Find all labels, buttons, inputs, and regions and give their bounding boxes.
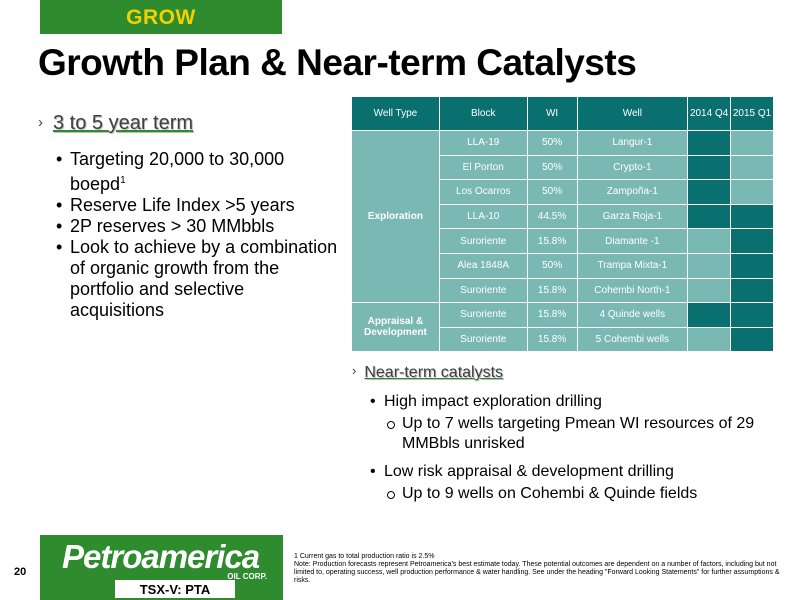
wi-cell: 50%: [526, 179, 578, 205]
page-number: 20: [14, 566, 27, 578]
block-cell: Suroriente: [438, 326, 528, 353]
wi-cell: 15.8%: [526, 228, 578, 254]
wi-cell: 50%: [526, 154, 578, 181]
timeline-cell-q4: [687, 326, 732, 353]
catalysts-heading: › Near-term catalysts: [352, 363, 792, 382]
table-row: Suroriente 15.8% 5 Cohembi wells: [352, 326, 774, 353]
block-cell: LLA-19: [438, 130, 528, 156]
well-cell: 5 Cohembi wells: [576, 326, 689, 353]
table-header-row: Well Type Block WI Well 2014 Q4 2015 Q1: [351, 96, 774, 131]
list-item: 2P reserves > 30 MMbbls: [56, 216, 338, 237]
sub-list: Up to 7 wells targeting Pmean WI resourc…: [384, 414, 792, 454]
col-header: Well Type: [351, 96, 440, 131]
timeline-cell-q4: [687, 302, 732, 328]
catalysts-list: High impact exploration drilling Up to 7…: [352, 392, 792, 504]
timeline-cell-q1: [730, 203, 774, 230]
table-row: LLA-10 44.5% Garza Roja-1: [352, 203, 774, 230]
slide-title: Growth Plan & Near-term Catalysts: [38, 42, 637, 83]
timeline-cell-q4: [687, 277, 732, 304]
block-cell: Alea 1848A: [438, 252, 528, 279]
table-row: Appraisal & Development Suroriente 15.8% 4 …: [351, 302, 774, 353]
well-cell: 4 Quinde wells: [576, 302, 689, 328]
col-header: WI: [526, 96, 578, 131]
list-item: Low risk appraisal & development drillin…: [370, 462, 792, 504]
company-logo: Petroamerica OIL CORP. TSX-V: PTA: [40, 535, 283, 600]
sub-list-item: Up to 7 wells targeting Pmean WI resourc…: [386, 414, 792, 454]
wi-cell: 15.8%: [526, 277, 578, 304]
wi-cell: 50%: [526, 130, 578, 156]
wells-table-body: Exploration LLA-19 50% Langur-1 El Porton 50%…: [351, 129, 774, 353]
timeline-cell-q4: [687, 252, 732, 279]
table-row: Suroriente 15.8% Diamante -1: [352, 228, 774, 254]
block-cell: Suroriente: [438, 228, 528, 254]
timeline-cell-q1: [730, 228, 774, 254]
wi-cell: 44.5%: [526, 203, 578, 230]
timeline-cell-q1: [730, 252, 774, 279]
wi-cell: 15.8%: [526, 326, 578, 353]
well-cell: Diamante -1: [576, 228, 689, 254]
well-type-cell: Exploration: [351, 129, 440, 304]
block-cell: Suroriente: [438, 277, 528, 304]
wi-cell: 50%: [526, 252, 578, 279]
well-cell: Cohembi North-1: [576, 277, 689, 304]
sub-list-item: Up to 9 wells on Cohembi & Quinde fields: [386, 484, 792, 504]
table-row: El Porton 50% Crypto-1: [352, 154, 774, 181]
chevron-right-icon: ›: [38, 114, 43, 131]
well-cell: Zampoña-1: [576, 179, 689, 205]
wi-cell: 15.8%: [526, 302, 578, 328]
list-item: Reserve Life Index >5 years: [56, 195, 338, 216]
timeline-cell-q4: [687, 154, 732, 181]
col-header: 2015 Q1: [730, 96, 774, 131]
block-cell: Los Ocarros: [438, 179, 528, 205]
col-header: 2014 Q4: [687, 96, 732, 131]
term-heading-text: 3 to 5 year term: [53, 112, 194, 134]
well-cell: Garza Roja-1: [576, 203, 689, 230]
block-cell: LLA-10: [438, 203, 528, 230]
footnote-line: 1 Current gas to total production ratio …: [294, 553, 435, 560]
table-row: Los Ocarros 50% Zampoña-1: [352, 179, 774, 205]
timeline-cell-q1: [730, 154, 774, 181]
right-column: › Near-term catalysts High impact explor…: [352, 363, 792, 512]
list-item: Look to achieve by a combination of orga…: [56, 237, 338, 321]
col-header: Well: [576, 96, 689, 131]
logo-corp: OIL CORP.: [227, 572, 267, 581]
left-column: › 3 to 5 year term Targeting 20,000 to 3…: [38, 112, 338, 321]
timeline-cell-q1: [730, 277, 774, 304]
term-heading: › 3 to 5 year term: [38, 112, 338, 135]
timeline-cell-q1: [730, 130, 774, 156]
table-row: Exploration LLA-19 50% Langur-1: [351, 129, 774, 304]
wells-table: Well Type Block WI Well 2014 Q4 2015 Q1 …: [351, 96, 774, 353]
well-cell: Trampa Mixta-1: [576, 252, 689, 279]
well-cell: Langur-1: [576, 130, 689, 156]
logo-name: Petroamerica: [62, 538, 260, 575]
block-cell: Suroriente: [438, 302, 528, 328]
list-item: Targeting 20,000 to 30,000 boepd1: [56, 149, 338, 195]
footnote: 1 Current gas to total production ratio …: [294, 553, 788, 585]
sub-list: Up to 9 wells on Cohembi & Quinde fields: [384, 484, 792, 504]
timeline-cell-q1: [730, 302, 774, 328]
ticker-label: TSX-V: PTA: [115, 580, 235, 598]
timeline-cell-q1: [730, 326, 774, 353]
timeline-cell-q4: [687, 130, 732, 156]
well-cell: Crypto-1: [576, 154, 689, 181]
list-item: High impact exploration drilling Up to 7…: [370, 392, 792, 454]
timeline-cell-q4: [687, 228, 732, 254]
timeline-cell-q1: [730, 179, 774, 205]
col-header: Block: [438, 96, 528, 131]
term-bullets: Targeting 20,000 to 30,000 boepd1 Reserv…: [38, 149, 338, 321]
timeline-cell-q4: [687, 203, 732, 230]
well-type-cell: Appraisal & Development: [351, 302, 440, 353]
catalysts-heading-text: Near-term catalysts: [364, 364, 504, 381]
table-row: Suroriente 15.8% Cohembi North-1: [352, 277, 774, 304]
footnote-note: Note: Production forecasts represent Pet…: [294, 561, 780, 584]
footnote-ref: 1: [120, 175, 126, 186]
timeline-cell-q4: [687, 179, 732, 205]
section-tag: GROW: [40, 0, 282, 34]
block-cell: El Porton: [438, 154, 528, 181]
chevron-right-icon: ›: [352, 363, 357, 378]
